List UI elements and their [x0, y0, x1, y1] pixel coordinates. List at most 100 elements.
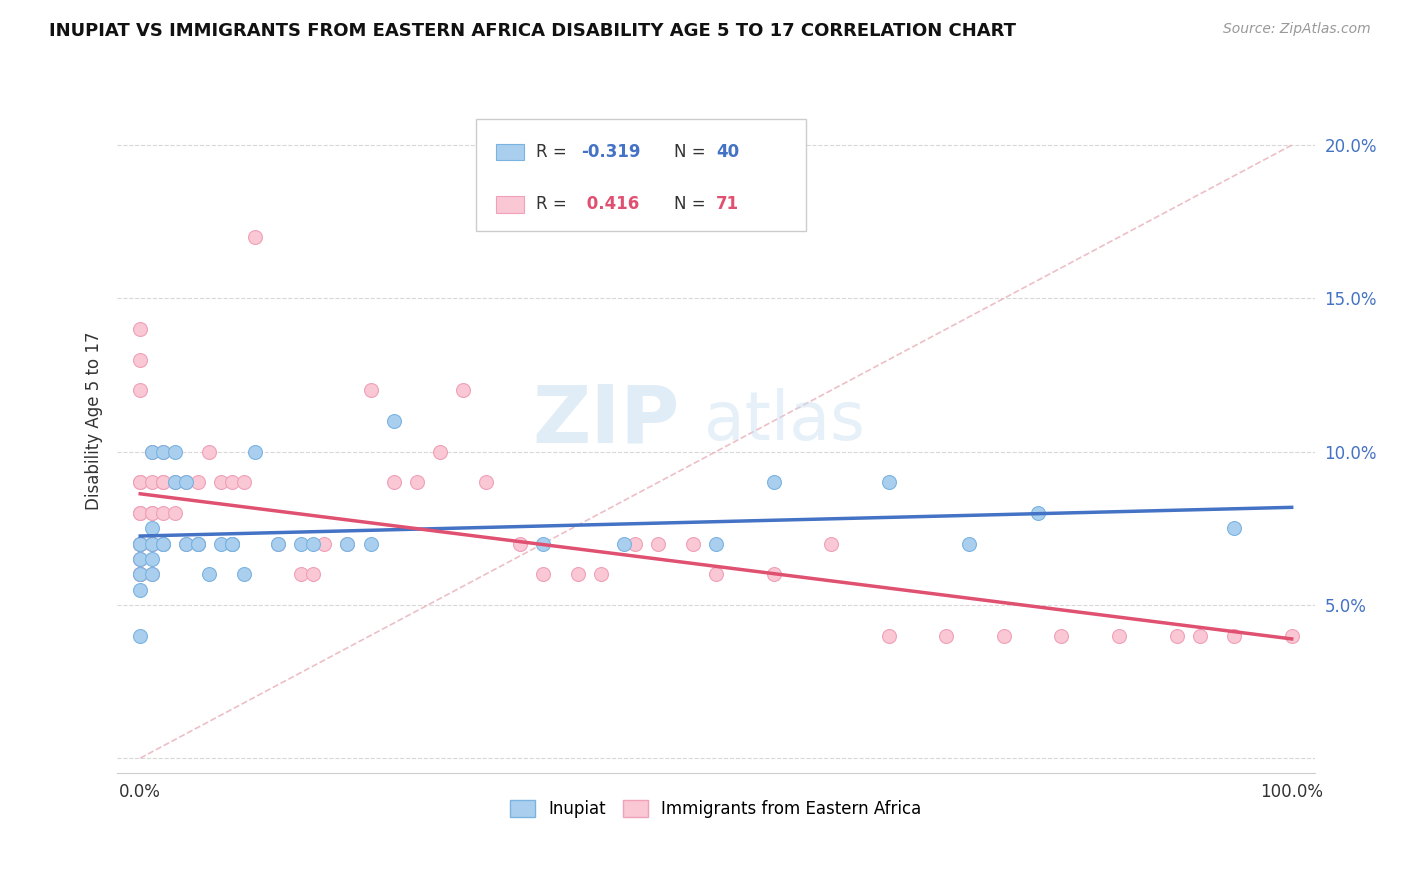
Point [163, 475, 186, 490]
Point [129, 322, 152, 336]
Point [141, 567, 163, 582]
Point [567, 567, 589, 582]
Text: R =: R = [536, 195, 572, 213]
Text: INUPIAT VS IMMIGRANTS FROM EASTERN AFRICA DISABILITY AGE 5 TO 17 CORRELATION CHA: INUPIAT VS IMMIGRANTS FROM EASTERN AFRIC… [49, 22, 1017, 40]
Point [129, 567, 152, 582]
Point [509, 536, 531, 550]
Point [174, 475, 197, 490]
Point [382, 414, 405, 428]
Y-axis label: Disability Age 5 to 17: Disability Age 5 to 17 [86, 332, 103, 510]
Point [152, 475, 174, 490]
Text: 71: 71 [716, 195, 740, 213]
Point [221, 536, 243, 550]
Point [382, 475, 405, 490]
Point [1281, 628, 1303, 642]
Point [174, 475, 197, 490]
Point [129, 582, 152, 597]
Point [221, 536, 243, 550]
Point [1188, 628, 1211, 642]
Legend: Inupiat, Immigrants from Eastern Africa: Inupiat, Immigrants from Eastern Africa [503, 794, 928, 825]
Point [682, 536, 704, 550]
Point [129, 552, 152, 566]
Point [624, 536, 647, 550]
Point [647, 536, 669, 550]
Point [152, 506, 174, 520]
Point [141, 506, 163, 520]
Point [589, 567, 612, 582]
Point [198, 567, 221, 582]
Point [198, 444, 221, 458]
Point [141, 521, 163, 535]
Text: ZIP: ZIP [533, 382, 681, 460]
Point [957, 536, 980, 550]
Point [877, 628, 900, 642]
Point [762, 567, 785, 582]
Point [129, 536, 152, 550]
Point [290, 567, 312, 582]
Point [1166, 628, 1188, 642]
Point [245, 444, 267, 458]
Point [141, 536, 163, 550]
Point [877, 475, 900, 490]
Point [141, 567, 163, 582]
Point [152, 475, 174, 490]
Point [152, 536, 174, 550]
Point [187, 536, 209, 550]
Point [531, 567, 554, 582]
Point [129, 475, 152, 490]
Point [187, 475, 209, 490]
Point [129, 552, 152, 566]
Point [152, 444, 174, 458]
Point [993, 628, 1015, 642]
Point [245, 230, 267, 244]
Point [129, 352, 152, 367]
Point [129, 567, 152, 582]
Point [129, 567, 152, 582]
Point [152, 536, 174, 550]
Point [129, 552, 152, 566]
Point [405, 475, 427, 490]
Point [704, 567, 727, 582]
Point [141, 444, 163, 458]
FancyBboxPatch shape [477, 120, 806, 231]
Text: N =: N = [673, 143, 711, 161]
Point [267, 536, 290, 550]
Point [531, 536, 554, 550]
Point [163, 506, 186, 520]
Point [290, 536, 312, 550]
Point [174, 536, 197, 550]
Point [209, 536, 232, 550]
Point [474, 475, 496, 490]
Point [129, 506, 152, 520]
Point [267, 536, 290, 550]
Point [141, 506, 163, 520]
Text: atlas: atlas [704, 388, 865, 454]
Point [129, 475, 152, 490]
Point [1028, 506, 1050, 520]
Text: Source: ZipAtlas.com: Source: ZipAtlas.com [1223, 22, 1371, 37]
Text: -0.319: -0.319 [581, 143, 640, 161]
Point [1223, 628, 1246, 642]
Point [174, 536, 197, 550]
Point [221, 536, 243, 550]
Point [129, 567, 152, 582]
Point [129, 536, 152, 550]
Point [232, 475, 254, 490]
Point [141, 536, 163, 550]
Point [187, 536, 209, 550]
Point [302, 536, 325, 550]
Point [820, 536, 842, 550]
Point [336, 536, 359, 550]
Point [129, 628, 152, 642]
Point [129, 536, 152, 550]
Point [163, 475, 186, 490]
Point [209, 475, 232, 490]
Point [451, 384, 474, 398]
FancyBboxPatch shape [495, 195, 524, 212]
Point [187, 536, 209, 550]
Text: 0.416: 0.416 [581, 195, 638, 213]
Point [221, 475, 243, 490]
Text: R =: R = [536, 143, 572, 161]
Text: 40: 40 [716, 143, 740, 161]
Point [429, 444, 451, 458]
